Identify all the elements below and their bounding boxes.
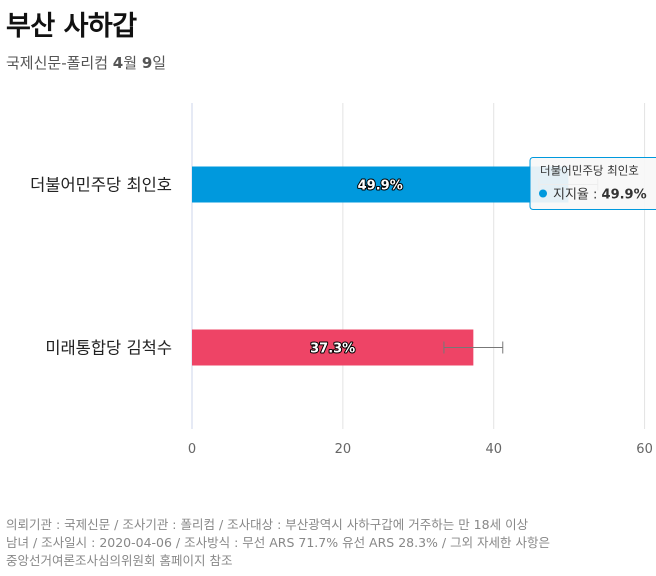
x-tick-label: 60 [636, 442, 653, 457]
data-label: 37.3% [310, 342, 355, 357]
x-tick-label: 40 [485, 442, 502, 457]
tooltip-value: 49.9% [602, 188, 647, 203]
bar-chart: 0 20 40 60 더불어민주당 최인호 49.9% 미래통합당 김척수 37.3% 더불어민… [30, 103, 656, 457]
subtitle-day: 9 [141, 54, 153, 72]
tooltip-value-line: 지지율 : 49.9% [553, 188, 647, 203]
x-tick-label: 20 [335, 442, 352, 457]
subtitle-month-unit: 월 [123, 54, 142, 72]
data-label: 49.9% [358, 179, 403, 194]
tooltip-box [529, 157, 656, 210]
footnote-line-1: 의뢰기관 : 국제신문 / 조사기관 : 폴리컴 / 조사대상 : 부산광역시 … [6, 517, 529, 532]
tooltip-title: 더불어민주당 최인호 [540, 164, 639, 178]
bar [192, 166, 569, 203]
subtitle-day-unit: 일 [152, 54, 167, 72]
chart-title: 부산 사하갑 [6, 11, 137, 42]
subtitle-month: 4 [112, 54, 124, 72]
chart-subtitle: 국제신문-폴리컴 4월 9일 [6, 52, 166, 73]
x-tick-label: 0 [188, 442, 196, 457]
category-label: 더불어민주당 최인호 [30, 176, 172, 195]
subtitle-source: 국제신문-폴리컴 [6, 54, 113, 72]
chart-footnote: 의뢰기관 : 국제신문 / 조사기관 : 폴리컴 / 조사대상 : 부산광역시 … [6, 516, 654, 570]
bar [192, 329, 474, 366]
tooltip-series-label: 지지율 : [553, 188, 602, 203]
category-label: 미래통합당 김척수 [45, 339, 172, 358]
footnote-line-2: 남녀 / 조사일시 : 2020-04-06 / 조사방식 : 무선 ARS 7… [6, 535, 551, 550]
tooltip-marker [539, 189, 547, 198]
footnote-line-3: 중앙선거여론조사심의위원회 홈페이지 참조 [6, 553, 233, 568]
